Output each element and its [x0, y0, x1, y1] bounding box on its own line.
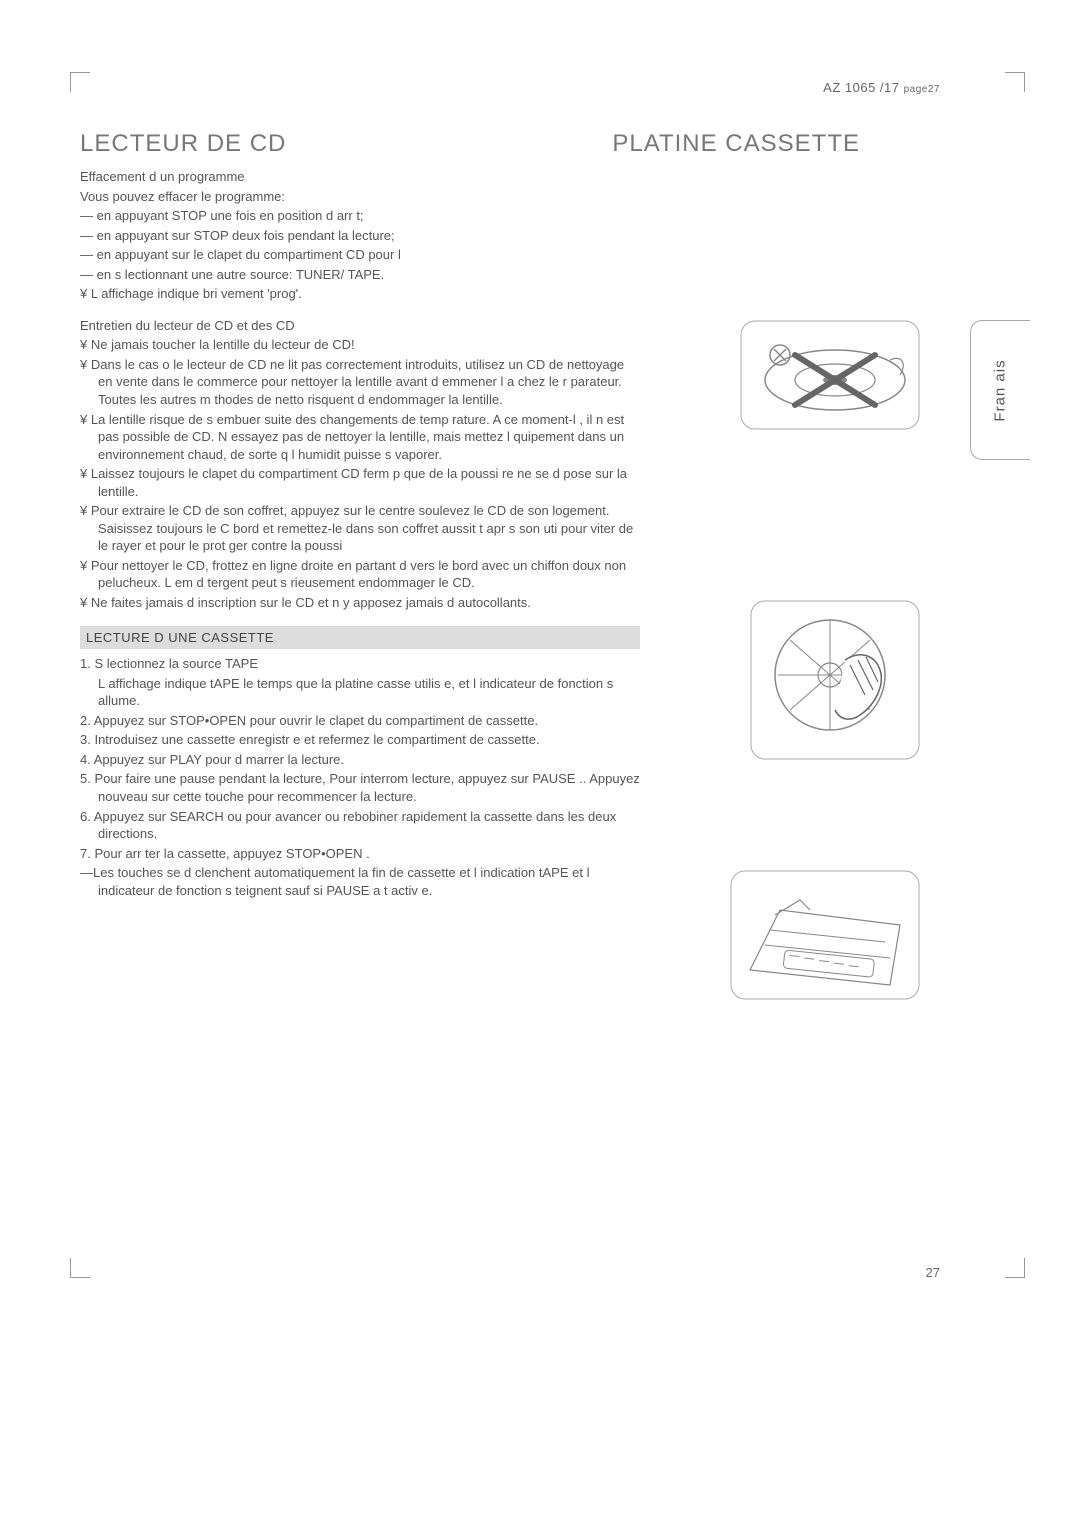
sec1-item: en s lectionnant une autre source: TUNER… [80, 266, 640, 284]
sec3-step: 3. Introduisez une cassette enregistr e … [80, 731, 640, 749]
body-content: Effacement d un programme Vous pouvez ef… [80, 168, 640, 899]
sec3-step: 5. Pour faire une pause pendant la lectu… [80, 770, 640, 805]
header-code: AZ 1065 /17 page27 [823, 80, 940, 95]
sec3-step: 4. Appuyez sur PLAY pour d marrer la lec… [80, 751, 640, 769]
language-tab: Fran ais [970, 320, 1030, 460]
sec3-step: —Les touches se d clenchent automatiquem… [80, 864, 640, 899]
sec2-bullet: Ne faites jamais d inscription sur le CD… [80, 594, 640, 612]
sec2-bullet: Laissez toujours le clapet du compartime… [80, 465, 640, 500]
sec2-bullet: Pour nettoyer le CD, frottez en ligne dr… [80, 557, 640, 592]
cassette-illustration [730, 870, 920, 1000]
sec3-step: 1. S lectionnez la source TAPE [80, 655, 640, 673]
section-bar: LECTURE D UNE CASSETTE [80, 626, 640, 650]
sec3-step: 7. Pour arr ter la cassette, appuyez STO… [80, 845, 640, 863]
cd-clean-illustration [750, 600, 920, 760]
sec2-bullet: Dans le cas o le lecteur de CD ne lit pa… [80, 356, 640, 409]
sec3-step: 2. Appuyez sur STOP•OPEN pour ouvrir le … [80, 712, 640, 730]
model-code: AZ 1065 /17 [823, 80, 899, 95]
title-right: PLATINE CASSETTE [612, 130, 860, 158]
title-row: LECTEUR DE CD PLATINE CASSETTE [80, 130, 860, 158]
sec2-bullet: La lentille risque de s embuer suite des… [80, 411, 640, 464]
sec2-bullet: Pour extraire le CD de son coffret, appu… [80, 502, 640, 555]
sec1-note: L affichage indique bri vement 'prog'. [80, 285, 640, 303]
sec1-item: en appuyant STOP une fois en position d … [80, 207, 640, 225]
cd-lens-illustration [740, 320, 920, 430]
page-number: 27 [926, 1265, 940, 1280]
sec1-item: en appuyant sur le clapet du compartimen… [80, 246, 640, 264]
sec1-intro: Vous pouvez effacer le programme: [80, 188, 640, 206]
manual-page: AZ 1065 /17 page27 LECTEUR DE CD PLATINE… [80, 80, 1000, 1280]
sec1-heading: Effacement d un programme [80, 168, 640, 186]
sec2-heading: Entretien du lecteur de CD et des CD [80, 317, 640, 335]
sec2-bullet: Ne jamais toucher la lentille du lecteur… [80, 336, 640, 354]
language-label: Fran ais [992, 359, 1009, 421]
page-code: page27 [904, 84, 940, 95]
sec1-item: en appuyant sur STOP deux fois pendant l… [80, 227, 640, 245]
crop-mark [1005, 1258, 1025, 1278]
sec3-step: L affichage indique tAPE le temps que la… [80, 675, 640, 710]
sec3-step: 6. Appuyez sur SEARCH ou pour avancer ou… [80, 808, 640, 843]
crop-mark [1005, 72, 1025, 92]
title-left: LECTEUR DE CD [80, 130, 286, 158]
